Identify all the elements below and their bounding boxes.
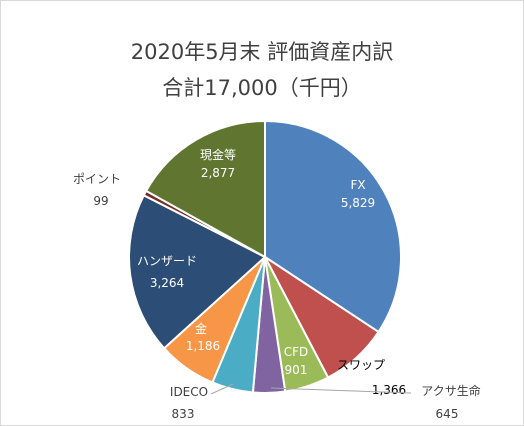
slice-value-label: 1,366 (372, 383, 406, 397)
slice-category-label: ポイント (73, 172, 121, 186)
slice-category-label: 金 (195, 321, 207, 336)
slice-value-label: 1,186 (186, 339, 220, 353)
slice-value-label: 901 (285, 363, 308, 377)
slice-category-label: IDECO (170, 385, 208, 399)
pie-slice (128, 193, 267, 350)
slice-category-label: CFD (284, 345, 309, 359)
slice-category-label: アクサ生命 (421, 383, 480, 398)
pie-slice (144, 119, 266, 259)
slice-category-label: ハンザード (137, 254, 197, 268)
slice-value-label: 5,829 (341, 196, 375, 210)
slice-category-label: 現金等 (200, 147, 236, 162)
slice-value-label: 99 (93, 194, 108, 208)
slice-category-label: FX (350, 178, 365, 192)
leader-line (210, 383, 234, 395)
chart-subtitle: 合計17,000（千円） (162, 76, 362, 100)
slice-value-label: 833 (172, 407, 195, 421)
slice-value-label: 3,264 (150, 276, 184, 290)
slice-value-label: 2,877 (201, 166, 235, 180)
slice-value-label: 645 (436, 407, 459, 421)
slice-category-label: スワップ (337, 358, 385, 372)
leader-line (270, 387, 412, 394)
chart-title: 2020年5月末 評価資産内訳 (130, 40, 394, 64)
